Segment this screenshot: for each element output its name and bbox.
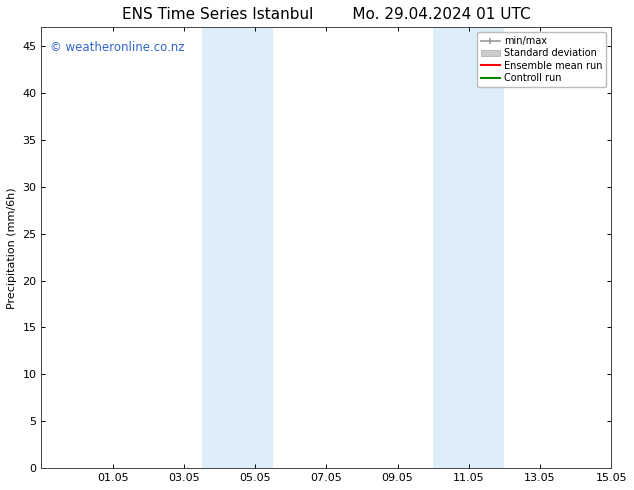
- Y-axis label: Precipitation (mm/6h): Precipitation (mm/6h): [7, 187, 17, 309]
- Text: © weatheronline.co.nz: © weatheronline.co.nz: [50, 41, 184, 53]
- Title: ENS Time Series Istanbul        Mo. 29.04.2024 01 UTC: ENS Time Series Istanbul Mo. 29.04.2024 …: [122, 7, 531, 22]
- Bar: [202, 27, 273, 468]
- Bar: [433, 27, 505, 468]
- Legend: min/max, Standard deviation, Ensemble mean run, Controll run: min/max, Standard deviation, Ensemble me…: [477, 32, 606, 87]
